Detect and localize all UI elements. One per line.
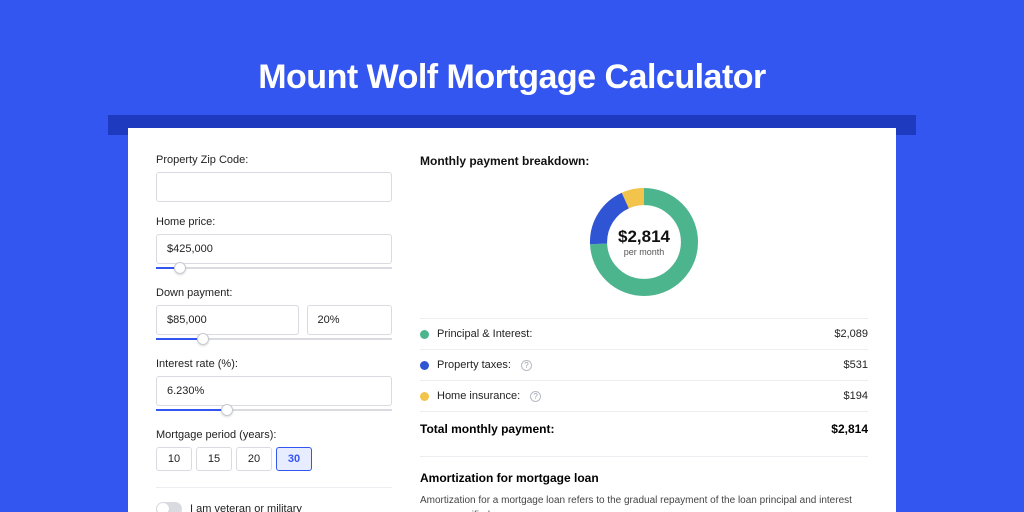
zip-input[interactable] bbox=[156, 172, 392, 202]
home-price-field: Home price: bbox=[156, 216, 392, 273]
amortization-title: Amortization for mortgage loan bbox=[420, 471, 868, 485]
home-price-slider[interactable] bbox=[156, 263, 392, 273]
legend-list: Principal & Interest: $2,089 Property taxe… bbox=[420, 318, 868, 411]
donut-value: $2,814 bbox=[618, 227, 670, 247]
info-icon[interactable]: ? bbox=[530, 391, 541, 402]
down-payment-field: Down payment: bbox=[156, 287, 392, 344]
amortization-text: Amortization for a mortgage loan refers … bbox=[420, 493, 868, 512]
total-label: Total monthly payment: bbox=[420, 422, 554, 436]
interest-rate-slider[interactable] bbox=[156, 405, 392, 415]
veteran-row: I am veteran or military bbox=[156, 487, 392, 512]
down-payment-input[interactable] bbox=[156, 305, 299, 335]
slider-fill bbox=[156, 338, 203, 340]
legend-left: Property taxes:? bbox=[420, 359, 532, 371]
legend-row: Property taxes:? $531 bbox=[420, 349, 868, 380]
legend-label: Principal & Interest: bbox=[437, 328, 532, 340]
interest-rate-field: Interest rate (%): bbox=[156, 358, 392, 415]
total-value: $2,814 bbox=[831, 422, 868, 436]
period-options: 10152030 bbox=[156, 447, 392, 471]
period-option-20[interactable]: 20 bbox=[236, 447, 272, 471]
legend-value: $531 bbox=[844, 359, 868, 371]
slider-thumb[interactable] bbox=[197, 333, 209, 345]
slider-thumb[interactable] bbox=[174, 262, 186, 274]
period-option-30[interactable]: 30 bbox=[276, 447, 312, 471]
interest-rate-input[interactable] bbox=[156, 376, 392, 406]
total-row: Total monthly payment: $2,814 bbox=[420, 411, 868, 446]
interest-rate-label: Interest rate (%): bbox=[156, 358, 392, 370]
donut-center: $2,814 per month bbox=[584, 182, 704, 302]
info-icon[interactable]: ? bbox=[521, 360, 532, 371]
breakdown-column: Monthly payment breakdown: $2,814 per mo… bbox=[420, 154, 868, 512]
down-payment-label: Down payment: bbox=[156, 287, 392, 299]
slider-fill bbox=[156, 409, 227, 411]
page-title: Mount Wolf Mortgage Calculator bbox=[0, 0, 1024, 97]
breakdown-title: Monthly payment breakdown: bbox=[420, 154, 868, 168]
legend-left: Principal & Interest: bbox=[420, 328, 532, 340]
legend-dot bbox=[420, 361, 429, 370]
legend-label: Home insurance: bbox=[437, 390, 520, 402]
page-background: Mount Wolf Mortgage Calculator Property … bbox=[0, 0, 1024, 512]
amortization-section: Amortization for mortgage loan Amortizat… bbox=[420, 456, 868, 512]
down-payment-slider[interactable] bbox=[156, 334, 392, 344]
legend-left: Home insurance:? bbox=[420, 390, 541, 402]
home-price-input[interactable] bbox=[156, 234, 392, 264]
home-price-label: Home price: bbox=[156, 216, 392, 228]
veteran-label: I am veteran or military bbox=[190, 503, 302, 512]
calculator-card: Property Zip Code: Home price: Down paym… bbox=[128, 128, 896, 512]
legend-dot bbox=[420, 392, 429, 401]
toggle-knob bbox=[157, 503, 169, 512]
donut-wrap: $2,814 per month bbox=[420, 176, 868, 318]
zip-field: Property Zip Code: bbox=[156, 154, 392, 202]
legend-row: Principal & Interest: $2,089 bbox=[420, 318, 868, 349]
legend-value: $194 bbox=[844, 390, 868, 402]
slider-thumb[interactable] bbox=[221, 404, 233, 416]
zip-label: Property Zip Code: bbox=[156, 154, 392, 166]
slider-track bbox=[156, 267, 392, 269]
veteran-toggle[interactable] bbox=[156, 502, 182, 512]
period-field: Mortgage period (years): 10152030 bbox=[156, 429, 392, 471]
period-label: Mortgage period (years): bbox=[156, 429, 392, 441]
period-option-15[interactable]: 15 bbox=[196, 447, 232, 471]
donut-sub: per month bbox=[624, 247, 665, 257]
period-option-10[interactable]: 10 bbox=[156, 447, 192, 471]
payment-donut-chart: $2,814 per month bbox=[584, 182, 704, 302]
legend-dot bbox=[420, 330, 429, 339]
down-payment-pct-input[interactable] bbox=[307, 305, 392, 335]
form-column: Property Zip Code: Home price: Down paym… bbox=[156, 154, 392, 512]
legend-label: Property taxes: bbox=[437, 359, 511, 371]
legend-value: $2,089 bbox=[834, 328, 868, 340]
legend-row: Home insurance:? $194 bbox=[420, 380, 868, 411]
